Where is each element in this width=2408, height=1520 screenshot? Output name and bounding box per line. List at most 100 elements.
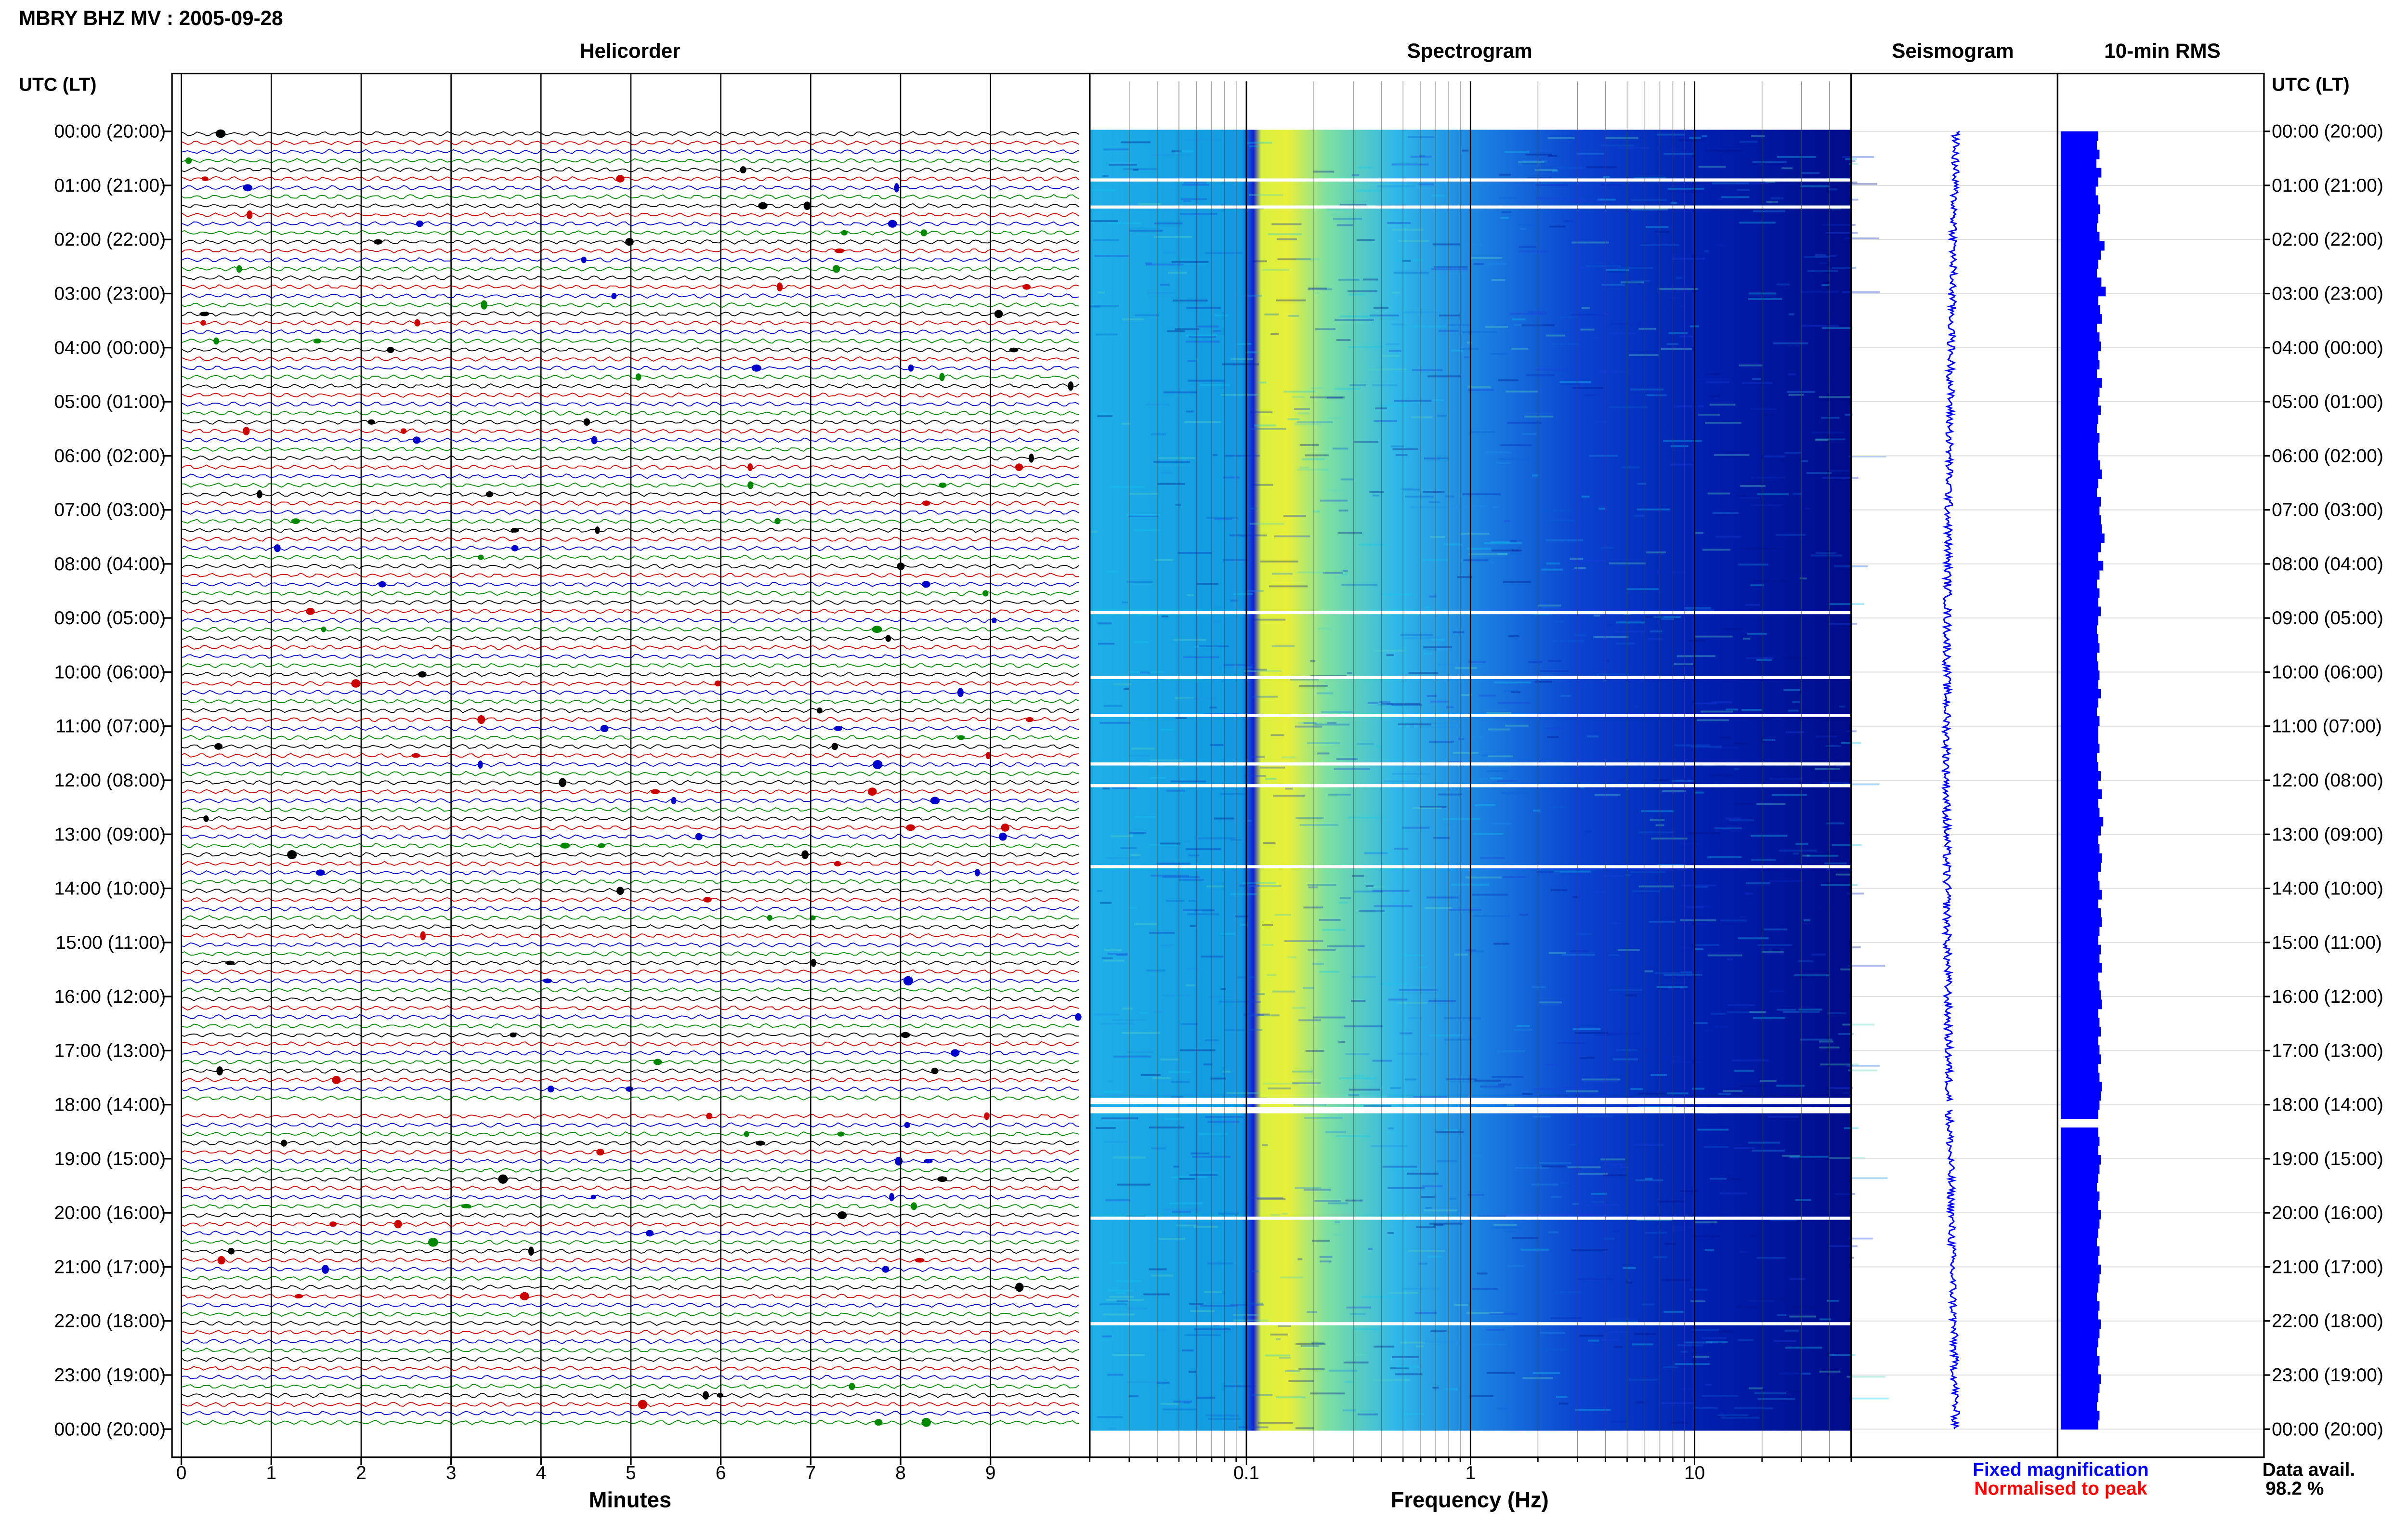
helicorder-trace — [181, 942, 1079, 948]
spectrogram-texture-streak — [1297, 722, 1323, 724]
spectrogram-texture-streak — [1489, 1313, 1518, 1315]
spectrogram-texture-streak — [1777, 283, 1790, 286]
minute-tick-label: 3 — [446, 1463, 457, 1483]
spectrogram-texture-streak — [1604, 1237, 1615, 1240]
spectrogram-texture-streak — [1704, 1030, 1714, 1032]
rms-bar — [2060, 698, 2098, 708]
spectrogram-texture-streak — [1637, 623, 1668, 625]
spectrogram-texture-streak — [1158, 1237, 1185, 1240]
spectrogram-texture-streak — [1612, 1058, 1638, 1061]
minute-tick-label: 2 — [356, 1463, 366, 1483]
spectrogram-texture-streak — [1337, 1219, 1345, 1221]
spectrogram-texture-streak — [1413, 1096, 1448, 1099]
rms-bar — [2060, 396, 2098, 406]
spectrogram-texture-streak — [1777, 1009, 1796, 1011]
spectrogram-texture-streak — [1319, 970, 1339, 973]
spectrogram-texture-streak — [1846, 1064, 1880, 1067]
spectrogram-texture-streak — [1396, 1366, 1419, 1368]
helicorder-trace — [181, 1059, 1079, 1065]
spectrogram-texture-streak — [1310, 1392, 1345, 1395]
spectrogram-texture-streak — [1191, 1152, 1210, 1154]
spectrogram-texture-streak — [1756, 1257, 1786, 1259]
spectrogram-texture-streak — [1736, 495, 1747, 497]
spectrogram-texture-streak — [1334, 768, 1370, 770]
spectrogram-texture-streak — [1091, 220, 1118, 223]
spectrogram-texture-streak — [1182, 1223, 1221, 1225]
spectrogram-texture-streak — [1173, 639, 1206, 641]
helicorder-event — [411, 753, 420, 758]
spectrogram-texture-streak — [1271, 645, 1295, 647]
helicorder-event — [510, 1032, 517, 1038]
spectrogram-texture-streak — [1287, 418, 1300, 420]
helicorder-trace — [181, 446, 1079, 452]
helicorder-traces — [181, 129, 1082, 1427]
spectrogram-texture-streak — [1653, 616, 1681, 618]
spectrogram-texture-streak — [1493, 943, 1509, 945]
helicorder-event — [560, 842, 570, 849]
spectrogram-texture-streak — [1362, 278, 1379, 281]
spectrogram-texture-streak — [1182, 1350, 1194, 1351]
spectrogram-texture-streak — [1829, 623, 1858, 625]
helicorder-event — [922, 500, 930, 506]
helicorder-event — [747, 463, 753, 472]
helicorder-trace — [181, 870, 1079, 876]
rms-bar — [2060, 506, 2100, 516]
spectrogram-texture-streak — [1753, 161, 1787, 163]
hour-label-right: 22:00 (18:00) — [2272, 1311, 2383, 1332]
spectrogram-texture-streak — [1798, 1009, 1822, 1011]
spectrogram-texture-streak — [1822, 477, 1858, 479]
spectrogram-texture-streak — [1731, 1059, 1769, 1061]
spectrogram-texture-streak — [1160, 944, 1174, 946]
spectrogram-texture-streak — [1491, 541, 1510, 543]
spectrogram-texture-streak — [1595, 1034, 1619, 1036]
spectrogram-texture-streak — [1423, 1340, 1461, 1343]
spectrogram-texture-streak — [1443, 1017, 1481, 1020]
spectrogram-texture-streak — [1390, 445, 1404, 447]
spectrogram-texture-streak — [1213, 1324, 1220, 1327]
spectrogram-texture-streak — [1338, 1041, 1346, 1043]
spectrogram-texture-streak — [1630, 1088, 1643, 1090]
spectrogram-texture-streak — [1372, 1379, 1411, 1381]
spectrogram-texture-streak — [1814, 768, 1840, 770]
spectrogram-texture-streak — [1300, 1345, 1319, 1347]
spectrogram-texture-streak — [1656, 986, 1688, 988]
helicorder-event — [911, 1202, 917, 1210]
spectrogram-texture-streak — [1661, 618, 1675, 620]
spectrogram-texture-streak — [1801, 460, 1808, 462]
spectrogram-texture-streak — [1714, 827, 1742, 829]
rms-bar — [2060, 1127, 2098, 1138]
spectrogram-texture-streak — [1165, 900, 1185, 902]
spectrogram-texture-streak — [1292, 1007, 1306, 1009]
helicorder-event — [600, 725, 609, 733]
spectrogram-texture-streak — [1579, 1335, 1604, 1337]
spectrogram-texture-streak — [1146, 970, 1165, 972]
spectrogram-texture-streak — [1435, 1131, 1464, 1133]
spectrogram-texture-streak — [1635, 514, 1644, 516]
helicorder-trace — [181, 978, 1079, 984]
rms-bar — [2060, 542, 2101, 552]
helicorder-event — [937, 1176, 948, 1182]
spectrogram-texture-streak — [1593, 337, 1599, 339]
spectrogram-texture-streak — [1143, 1293, 1170, 1296]
helicorder-trace — [181, 311, 1079, 317]
spectrogram-texture-streak — [1631, 280, 1650, 282]
spectrogram-texture-streak — [1426, 636, 1441, 639]
spectrogram-texture-streak — [1351, 1000, 1366, 1002]
spectrogram-texture-streak — [1739, 1085, 1767, 1087]
spectrogram-texture-streak — [1800, 1038, 1832, 1041]
helicorder-event — [651, 789, 660, 794]
spectrogram-texture-streak — [1276, 299, 1306, 301]
spectrogram-texture-streak — [1538, 604, 1561, 607]
spectrogram-texture-streak — [1582, 307, 1590, 309]
spectrogram-texture-streak — [1819, 1370, 1841, 1373]
spectrogram-texture-streak — [1281, 756, 1296, 759]
spectrogram-texture-streak — [1223, 476, 1240, 479]
spectrogram-texture-streak — [1756, 659, 1772, 661]
spectrogram-texture-streak — [1630, 871, 1665, 873]
helicorder-event — [874, 1419, 883, 1426]
spectrogram-texture-streak — [1444, 1388, 1458, 1390]
rms-bar — [2060, 223, 2097, 233]
hour-label-left: 13:00 (09:00) — [54, 824, 166, 845]
spectrogram-texture-streak — [1126, 581, 1153, 583]
spectrogram-texture-streak — [1726, 817, 1741, 820]
